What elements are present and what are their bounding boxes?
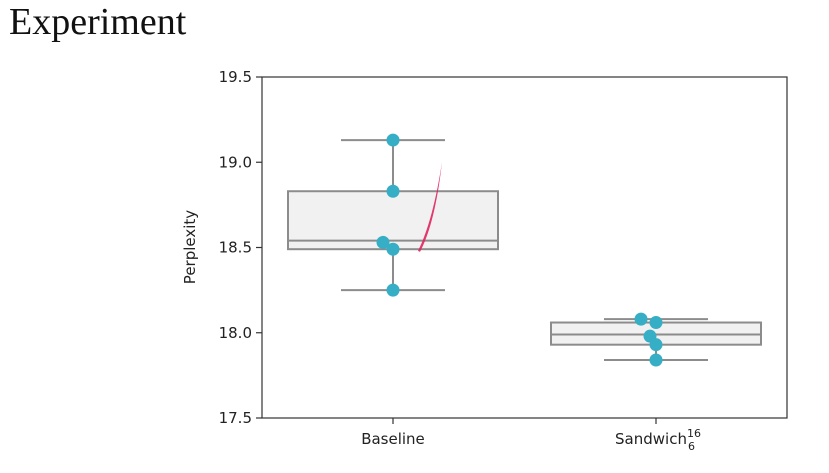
y-tick-label: 18.5: [219, 239, 252, 257]
y-tick-label: 18.0: [219, 324, 252, 342]
data-point: [386, 242, 400, 256]
x-tick-label: Sandwich16 6: [615, 427, 701, 453]
y-tick-label: 19.5: [219, 68, 252, 86]
data-point: [649, 353, 663, 367]
data-point: [386, 184, 400, 198]
data-point: [386, 283, 400, 297]
box-1: [287, 139, 499, 292]
y-axis-label: Perplexity: [181, 210, 199, 284]
y-tick-label: 17.5: [219, 409, 252, 427]
data-points: [376, 133, 663, 367]
x-tick-label: Baseline: [361, 430, 425, 448]
data-point: [376, 235, 390, 249]
x-ticks: Baseline Sandwich16 6: [361, 418, 701, 453]
data-point: [386, 133, 400, 147]
data-point: [634, 312, 648, 326]
y-ticks: 17.5 18.0 18.5 19.0 19.5: [219, 68, 262, 427]
data-point: [649, 316, 663, 330]
data-point: [649, 338, 663, 352]
slide-title: Experiment: [9, 1, 187, 43]
y-tick-label: 19.0: [219, 153, 252, 171]
boxes: [287, 139, 762, 362]
